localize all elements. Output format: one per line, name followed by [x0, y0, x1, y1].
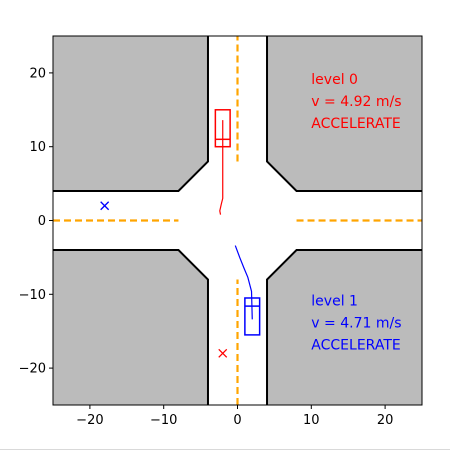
block-bottom-right [267, 250, 422, 405]
y-tick-label-0: −20 [19, 362, 46, 377]
x-tick-label-0: −20 [76, 413, 103, 428]
block-top-left-edge [53, 36, 209, 192]
page-divider [0, 449, 450, 450]
vehicle-0-box [214, 109, 231, 148]
vehicle-1-label-line-0: level 1 [311, 293, 358, 309]
road-layer [53, 36, 422, 405]
block-top-left [53, 36, 208, 191]
vehicle-0-goal-marker-b [218, 348, 228, 358]
x-tick-label-3: 10 [303, 413, 320, 428]
vehicle-0-label-line-1: v = 4.92 m/s [311, 94, 401, 110]
block-top-right-edge [266, 36, 422, 192]
tick-layer: −20 −10 0 10 20 −20 −10 0 10 20 [19, 66, 394, 428]
block-bottom-left-edge [53, 249, 209, 405]
center-lines [53, 36, 422, 405]
x-tick-label-2: 0 [233, 413, 241, 428]
vehicle-1-goal-marker-b [100, 201, 110, 211]
vehicle-1-trajectory [234, 245, 253, 320]
vehicle-0-label-line-2: ACCELERATE [311, 116, 400, 132]
vehicle-1-box [244, 297, 261, 336]
y-tick-label-1: −10 [19, 288, 46, 303]
block-bottom-right-edge [266, 249, 422, 405]
y-tick-label-4: 20 [29, 66, 46, 81]
vehicle-0-label-line-0: level 0 [311, 72, 358, 88]
block-bottom-left [53, 250, 208, 405]
vehicles-layer: level 0 v = 4.92 m/s ACCELERATE level 1 v = … [100, 72, 401, 358]
x-tick-label-4: 20 [377, 413, 394, 428]
vehicle-1-label-line-1: v = 4.71 m/s [311, 315, 401, 331]
x-tick-label-1: −10 [150, 413, 177, 428]
y-tick-label-3: 10 [29, 140, 46, 155]
block-top-right [267, 36, 422, 191]
vehicle-1-label-line-2: ACCELERATE [311, 337, 400, 353]
y-tick-label-2: 0 [38, 214, 46, 229]
